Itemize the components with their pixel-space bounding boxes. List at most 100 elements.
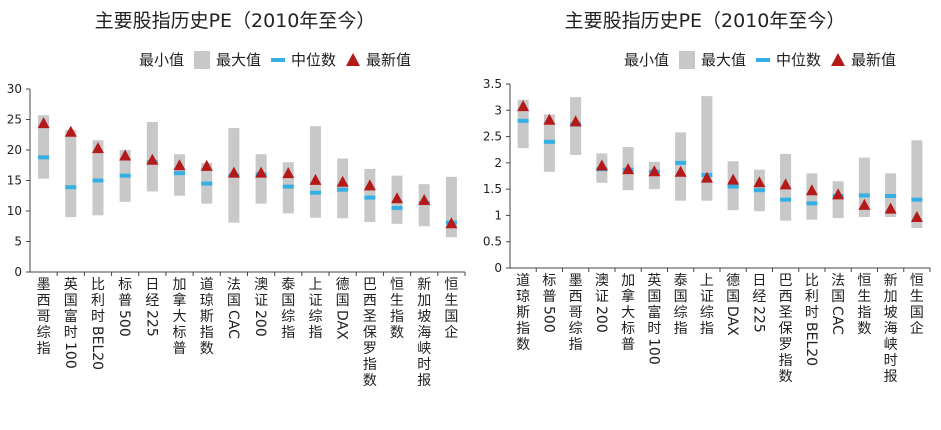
category-label-char: 上 <box>700 273 714 289</box>
y-tick-label: 2 <box>494 156 502 170</box>
latest-marker <box>832 188 845 200</box>
category-label-latin: BEL20 <box>89 326 105 370</box>
median-marker <box>780 197 792 202</box>
category-label-char: 墨 <box>37 277 51 293</box>
legend-max: 最大值 <box>679 49 746 70</box>
legend: 最小值 最大值 中位数 最新值 <box>133 49 421 70</box>
median-marker <box>806 201 818 206</box>
category-label-char: 澳 <box>254 277 268 293</box>
latest-marker <box>200 159 213 171</box>
category-label-latin: 225 <box>143 310 159 337</box>
latest-marker <box>517 100 530 112</box>
median-marker <box>65 185 77 190</box>
median-marker <box>675 160 687 165</box>
category-label-char: 上 <box>308 277 322 293</box>
category-label-char: 数 <box>200 341 214 357</box>
category-label-char: 英 <box>64 276 78 293</box>
category-label-char: 保 <box>779 321 793 337</box>
category-label-char: 巴 <box>363 277 377 293</box>
latest-marker <box>227 166 240 178</box>
category-label-char: 指 <box>37 341 51 357</box>
range-bar <box>858 157 870 218</box>
latest-marker <box>910 211 923 223</box>
category-label-char: 保 <box>363 325 377 341</box>
category-label-char: 综 <box>569 321 583 337</box>
latest-marker <box>569 115 582 127</box>
category-label-char: 海 <box>417 325 431 341</box>
latest-marker <box>391 192 404 204</box>
category-label-char: 峡 <box>884 337 898 353</box>
range-bar <box>806 173 818 220</box>
category-label-char: 综 <box>37 325 51 341</box>
category-label-char: 指 <box>363 357 377 373</box>
chart-title: 主要股指历史PE（2010年至今） <box>564 10 846 32</box>
y-tick-label: 0 <box>14 265 22 279</box>
range-bar <box>445 176 457 238</box>
category-label-char: 指 <box>674 321 688 337</box>
median-marker <box>911 197 923 202</box>
category-label-char: 拿 <box>173 292 187 309</box>
category-label-latin: 100 <box>645 338 661 365</box>
y-tick-label: 3.5 <box>483 77 502 91</box>
category-label-char: 比 <box>805 273 819 289</box>
category-label-char: 泰 <box>281 277 295 293</box>
category-label-char: 证 <box>308 293 322 309</box>
range-bar <box>38 115 50 179</box>
legend-median: 中位数 <box>756 49 821 70</box>
category-label-char: 国 <box>726 289 740 305</box>
legend-median: 中位数 <box>271 49 336 70</box>
legend-latest: 最新值 <box>346 49 411 70</box>
median-marker <box>92 178 104 183</box>
latest-marker <box>595 159 608 171</box>
category-label-char: 时 <box>417 357 431 373</box>
category-label-char: 英 <box>647 272 661 289</box>
category-label-char: 西 <box>779 289 793 305</box>
legend-median-swatch <box>271 57 286 62</box>
category-label-char: 坡 <box>884 305 898 321</box>
latest-marker <box>91 142 104 154</box>
range-bar <box>418 184 430 227</box>
category-label-char: 时 <box>91 309 105 325</box>
category-label-char: 国 <box>64 293 78 309</box>
category-label-char: 斯 <box>516 305 530 321</box>
category-label-latin: CAC <box>225 310 241 339</box>
median-marker <box>753 188 765 193</box>
category-label-char: 指 <box>516 321 530 337</box>
y-tick-label: 2.5 <box>483 130 502 144</box>
category-label-char: 生 <box>910 289 924 305</box>
category-label-char: 西 <box>569 289 583 305</box>
range-bar <box>364 168 376 222</box>
latest-marker <box>727 173 740 185</box>
category-label-char: 大 <box>173 309 187 325</box>
category-label-char: 圣 <box>363 309 377 325</box>
latest-marker <box>622 163 635 175</box>
category-label-latin: 500 <box>540 306 556 333</box>
category-label-char: 时 <box>647 321 661 337</box>
category-label-char: 恒 <box>390 277 404 293</box>
latest-marker <box>255 166 268 178</box>
category-label-char: 普 <box>118 293 132 309</box>
legend-latest-label: 最新值 <box>366 51 412 69</box>
y-tick-label: 10 <box>7 204 22 218</box>
category-label-char: 德 <box>336 277 350 293</box>
category-label-latin: 100 <box>62 342 78 369</box>
latest-marker <box>309 173 322 185</box>
latest-marker <box>363 179 376 191</box>
legend-min-label: 最小值 <box>139 51 185 69</box>
category-label-char: 罗 <box>363 341 377 357</box>
range-bar <box>832 181 844 219</box>
latest-marker <box>674 165 687 177</box>
legend-max: 最大值 <box>194 49 261 70</box>
median-marker <box>282 184 294 189</box>
category-label-char: 恒 <box>910 273 924 289</box>
category-label-char: 指 <box>308 325 322 341</box>
category-label-char: 生 <box>390 293 404 309</box>
